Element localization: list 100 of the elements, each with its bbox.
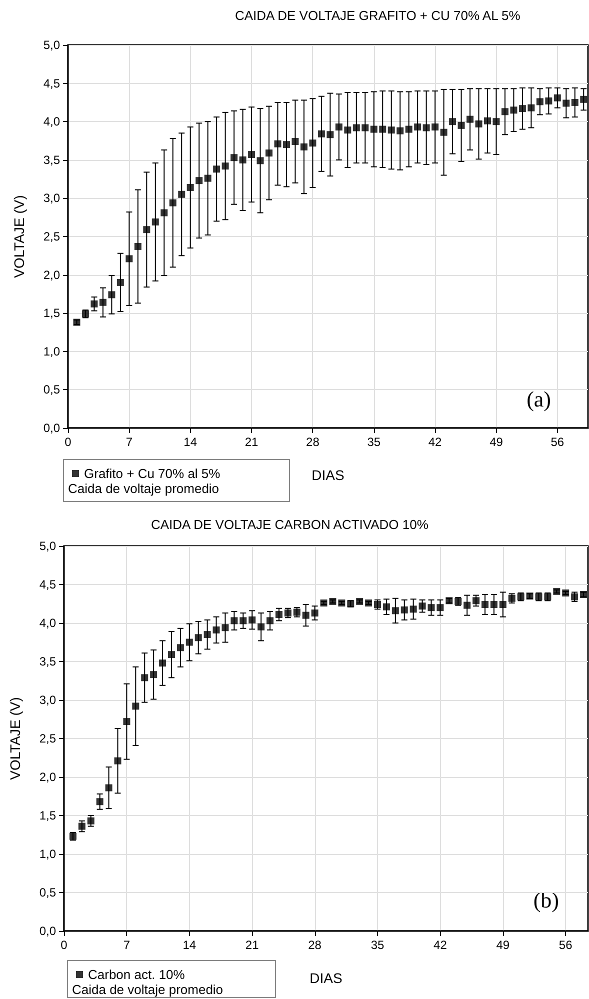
- point: [518, 105, 526, 112]
- point: [422, 124, 430, 132]
- point: [458, 122, 465, 129]
- point: [379, 126, 386, 133]
- point: [432, 123, 439, 130]
- point: [449, 118, 456, 126]
- point: [510, 106, 518, 114]
- x-axis-title: DIAS: [312, 467, 344, 483]
- point: [186, 638, 193, 646]
- y-tick-label: 3,0: [39, 693, 56, 707]
- point: [374, 601, 382, 608]
- legend-label: Grafito + Cu 70% al 5%: [84, 466, 221, 481]
- point: [562, 100, 570, 107]
- chart-title: CAIDA DE VOLTAJE CARBON ACTIVADO 10%: [151, 517, 429, 532]
- point: [436, 604, 444, 612]
- y-tick-label: 2,5: [39, 732, 56, 746]
- point: [196, 177, 203, 184]
- point: [499, 601, 506, 608]
- point: [466, 116, 474, 123]
- point: [484, 117, 491, 124]
- point: [248, 616, 256, 624]
- point: [256, 157, 264, 164]
- y-tick-label: 4,5: [43, 76, 60, 90]
- point: [302, 612, 310, 619]
- x-tick-label: 21: [245, 938, 260, 952]
- x-tick-label: 7: [123, 938, 130, 952]
- point: [230, 617, 238, 624]
- point: [326, 131, 334, 138]
- point: [105, 784, 112, 792]
- y-tick-label: 0,0: [39, 924, 56, 938]
- point: [362, 124, 369, 132]
- point: [123, 718, 130, 726]
- x-tick-label: 28: [306, 435, 320, 449]
- point: [152, 218, 159, 226]
- y-tick-label: 3,5: [39, 654, 56, 668]
- point: [580, 96, 588, 103]
- point: [481, 601, 488, 608]
- point: [410, 606, 417, 613]
- point: [396, 127, 404, 134]
- point: [475, 120, 482, 128]
- point: [204, 174, 212, 182]
- point: [545, 97, 552, 104]
- x-tick-label: 35: [370, 938, 384, 952]
- point: [222, 162, 229, 170]
- x-tick-label: 42: [434, 938, 448, 952]
- y-tick-label: 2,5: [43, 230, 60, 244]
- point: [132, 702, 140, 710]
- x-tick-label: 14: [182, 938, 196, 952]
- x-tick-label: 56: [550, 435, 564, 449]
- point: [335, 123, 342, 130]
- point: [528, 104, 535, 112]
- point: [428, 604, 435, 612]
- y-tick-label: 0,0: [43, 421, 60, 435]
- x-tick-label: 7: [126, 435, 133, 449]
- point: [536, 98, 544, 106]
- y-tick-label: 4,5: [39, 578, 56, 592]
- point: [96, 798, 104, 806]
- x-tick-label: 35: [367, 435, 381, 449]
- point: [230, 154, 238, 162]
- point: [418, 602, 426, 610]
- point: [382, 603, 390, 610]
- y-tick-label: 1,5: [39, 808, 56, 822]
- point: [168, 651, 175, 658]
- point: [400, 606, 408, 614]
- y-tick-label: 4,0: [43, 114, 60, 129]
- point: [169, 199, 176, 206]
- point: [248, 151, 256, 158]
- point: [501, 108, 508, 116]
- point: [114, 757, 122, 764]
- y-tick-label: 3,5: [43, 152, 60, 167]
- x-axis-title: DIAS: [310, 970, 342, 986]
- point: [186, 184, 194, 191]
- point: [258, 623, 265, 630]
- point: [87, 817, 94, 824]
- chart-title: CAIDA DE VOLTAJE GRAFITO + CU 70% AL 5%: [235, 8, 521, 23]
- point: [116, 278, 124, 286]
- point: [194, 634, 202, 642]
- point: [239, 156, 246, 164]
- point: [292, 138, 299, 146]
- y-tick-label: 5,0: [39, 539, 56, 553]
- x-tick-label: 28: [308, 938, 322, 952]
- x-tick-label: 14: [184, 435, 198, 449]
- point: [275, 611, 282, 618]
- y-tick-label: 3,0: [43, 191, 60, 206]
- point: [160, 209, 168, 216]
- point: [176, 644, 184, 652]
- point: [204, 631, 211, 638]
- x-tick-label: 56: [558, 938, 573, 952]
- point: [490, 601, 498, 608]
- point: [143, 226, 150, 234]
- annotation: (a): [526, 386, 552, 412]
- x-tick-label: 49: [490, 435, 504, 449]
- x-tick-label: 0: [64, 435, 72, 449]
- y-tick-label: 2,0: [39, 770, 56, 784]
- x-tick-label: 42: [428, 435, 442, 449]
- point: [440, 128, 448, 136]
- point: [213, 166, 220, 173]
- point: [90, 300, 98, 308]
- y-axis-title: VOLTAJE (V): [11, 195, 27, 278]
- point: [266, 150, 273, 157]
